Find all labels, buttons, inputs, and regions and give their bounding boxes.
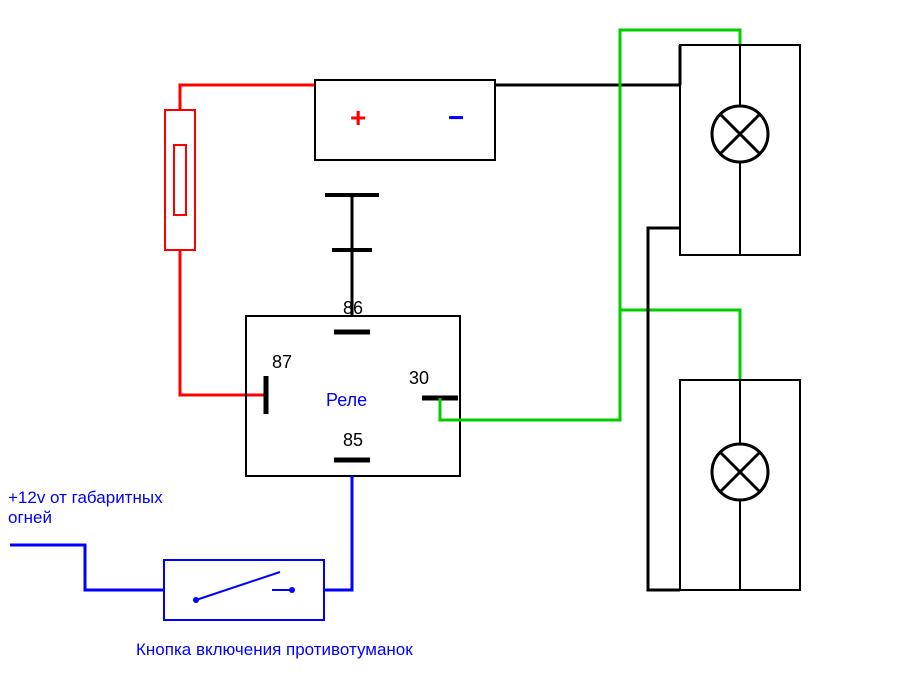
switch-symbol	[164, 560, 324, 620]
relay-pin-30-label: 30	[409, 368, 429, 389]
lamp-1-symbol	[680, 45, 800, 255]
relay-pin-87-label: 87	[272, 352, 292, 373]
wire-black-lamp-connect	[648, 45, 680, 590]
battery-minus-label: −	[448, 102, 464, 134]
input-label: +12v от габаритных огней	[8, 488, 163, 528]
wire-green-relay-lamps	[440, 30, 740, 420]
battery-plus-label: +	[350, 102, 366, 134]
relay-pin-85-label: 85	[343, 430, 363, 451]
wire-red-battery-fuse-relay	[180, 85, 315, 395]
relay-label: Реле	[326, 390, 367, 411]
relay-pin-86-label: 86	[343, 298, 363, 319]
switch-label: Кнопка включения противотуманок	[136, 640, 413, 660]
lamp-2-symbol	[680, 380, 800, 590]
battery-symbol	[315, 80, 495, 160]
fuse-symbol	[165, 110, 195, 250]
